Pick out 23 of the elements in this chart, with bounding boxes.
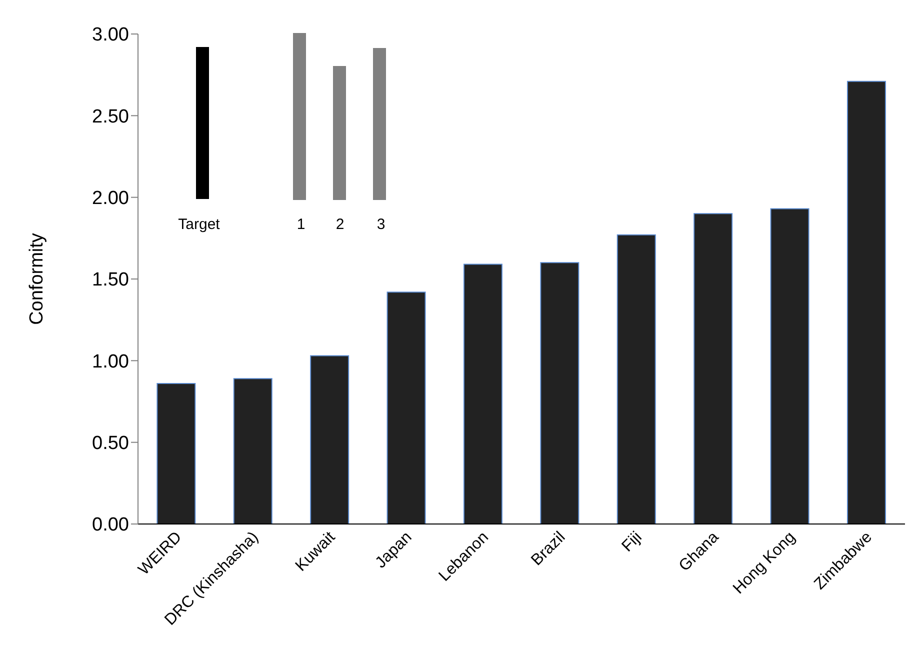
annotation: 2 — [336, 216, 344, 233]
bar — [463, 264, 502, 524]
bar — [846, 80, 886, 524]
bar — [694, 213, 733, 524]
x-tick-label: Fiji — [618, 528, 646, 556]
bar — [386, 292, 426, 524]
y-tick-label: 1.00 — [92, 351, 129, 372]
bar — [310, 355, 350, 524]
annotation: 1 — [296, 216, 306, 233]
y-tick-label: 1.50 — [92, 270, 129, 291]
bar — [156, 383, 196, 524]
bar — [233, 378, 272, 524]
y-axis-title: Conformity — [26, 232, 48, 325]
annotation: Target — [178, 216, 221, 233]
bar — [770, 208, 810, 524]
y-tick-label: 2.00 — [92, 188, 129, 210]
annotation: 3 — [376, 216, 386, 233]
y-tick-label: 3.00 — [92, 24, 129, 46]
y-tick-label: 0.50 — [92, 433, 129, 454]
y-tick-label: 0.00 — [92, 514, 129, 536]
bar — [616, 234, 656, 524]
bar — [540, 262, 580, 524]
y-tick-label: 2.50 — [92, 106, 129, 128]
